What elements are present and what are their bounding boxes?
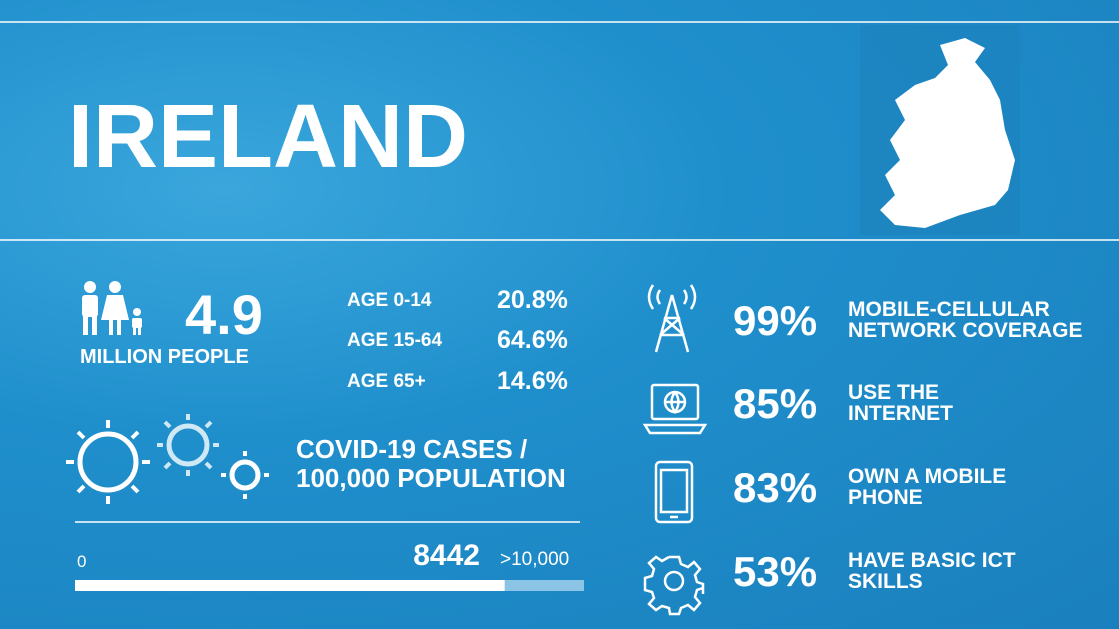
scale-max: >10,000 <box>500 549 570 570</box>
age-value: 20.8% <box>497 286 568 314</box>
stat-label: MOBILE-CELLULAR NETWORK COVERAGE <box>848 298 1083 342</box>
title: IRELAND <box>68 87 468 187</box>
age-value: 64.6% <box>497 326 568 354</box>
tablet-icon <box>654 460 694 524</box>
population-value: 4.9 <box>185 283 263 346</box>
stat-label: OWN A MOBILE PHONE <box>848 465 1007 509</box>
map-ireland <box>880 38 1015 228</box>
gear-icon <box>643 555 705 616</box>
age-value: 14.6% <box>497 367 568 395</box>
population-label: MILLION PEOPLE <box>80 346 249 368</box>
virus-spikes <box>66 414 269 504</box>
stat-label: USE THE INTERNET <box>848 381 953 425</box>
stat-value: 85% <box>733 380 818 427</box>
age-label: AGE 0-14 <box>347 290 432 311</box>
virus-icons <box>77 423 261 493</box>
age-label: AGE 65+ <box>347 371 426 392</box>
age-label: AGE 15-64 <box>347 330 443 351</box>
people-icon <box>82 281 142 335</box>
laptop-icon <box>642 383 708 435</box>
scale-min: 0 <box>77 552 87 571</box>
progress-bar <box>75 580 505 591</box>
covid-label: COVID-19 CASES / 100,000 POPULATION <box>296 434 566 493</box>
stat-value: 83% <box>733 464 818 511</box>
stat-value: 53% <box>733 548 818 595</box>
stat-label: HAVE BASIC ICT SKILLS <box>848 549 1016 593</box>
stat-value: 99% <box>733 297 818 344</box>
covid-value: 8442 <box>413 539 480 572</box>
tower-icon <box>647 284 697 353</box>
